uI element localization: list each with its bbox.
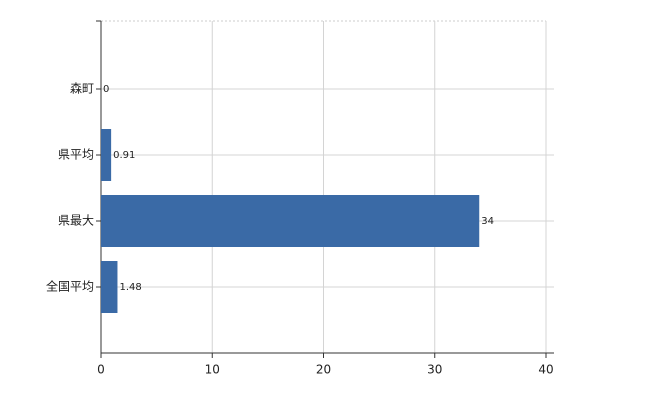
value-label: 1.48 (119, 282, 141, 293)
x-tick-label: 0 (97, 363, 105, 377)
x-tick-label: 10 (205, 363, 220, 377)
bar (101, 129, 112, 181)
x-tick-label: 20 (316, 363, 331, 377)
value-label: 34 (481, 216, 494, 227)
bar (101, 261, 118, 313)
value-label: 0.91 (113, 150, 135, 161)
y-tick-label: 全国平均 (46, 279, 94, 294)
x-tick-label: 40 (538, 363, 553, 377)
y-tick-label: 森町 (70, 81, 94, 96)
y-tick-label: 県最大 (58, 214, 94, 228)
y-tick-label: 県平均 (58, 148, 94, 162)
value-label: 0 (103, 84, 109, 95)
x-tick-label: 30 (427, 363, 442, 377)
bar (101, 195, 480, 247)
